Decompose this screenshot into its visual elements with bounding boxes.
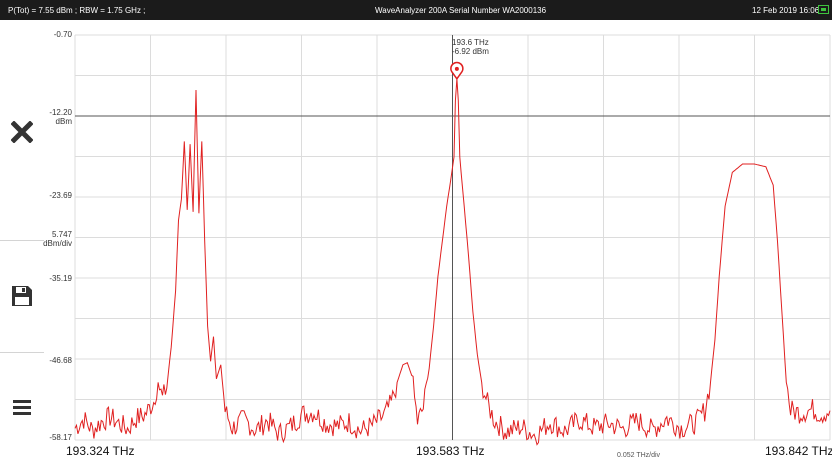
marker-pin-dot [454,66,459,71]
x-per-div-label: 0.052 THz/div [617,452,661,459]
battery-icon [818,5,829,14]
x-start-label: 193.324 THz [66,444,135,458]
save-button[interactable] [0,276,44,316]
marker-power: -6.92 dBm [452,47,489,56]
y-tick-label: -58.17 [49,433,72,442]
y-ref-unit: dBm [55,117,72,126]
instrument-title: WaveAnalyzer 200A Serial Number WA200013… [375,6,547,15]
marker-frequency: 193.6 THz [452,38,489,47]
y-tick-label: -46.68 [49,356,72,365]
sidebar [0,20,44,461]
y-tick-label: -12.20 [49,108,72,117]
close-icon [11,121,33,143]
y-scale-value: 5.747 [51,230,72,239]
marker-pin[interactable] [450,61,464,81]
status-bar: P(Tot) = 7.55 dBm ; RBW = 1.75 GHz ; Wav… [0,0,832,20]
y-tick-label: -35.19 [49,274,72,283]
power-rbw-readout: P(Tot) = 7.55 dBm ; RBW = 1.75 GHz ; [8,6,146,15]
close-button[interactable] [0,112,44,152]
x-stop-label: 193.842 THz [765,444,832,458]
menu-icon [13,400,31,415]
datetime: 12 Feb 2019 16:06 [752,6,820,15]
save-icon [12,286,32,306]
y-scale-unit: dBm/div [43,239,72,248]
menu-button[interactable] [0,392,44,422]
spectrum-trace [74,78,831,446]
y-tick-label: -0.70 [53,30,72,39]
x-center-label: 193.583 THz [416,444,485,458]
y-tick-label: -23.69 [49,191,72,200]
